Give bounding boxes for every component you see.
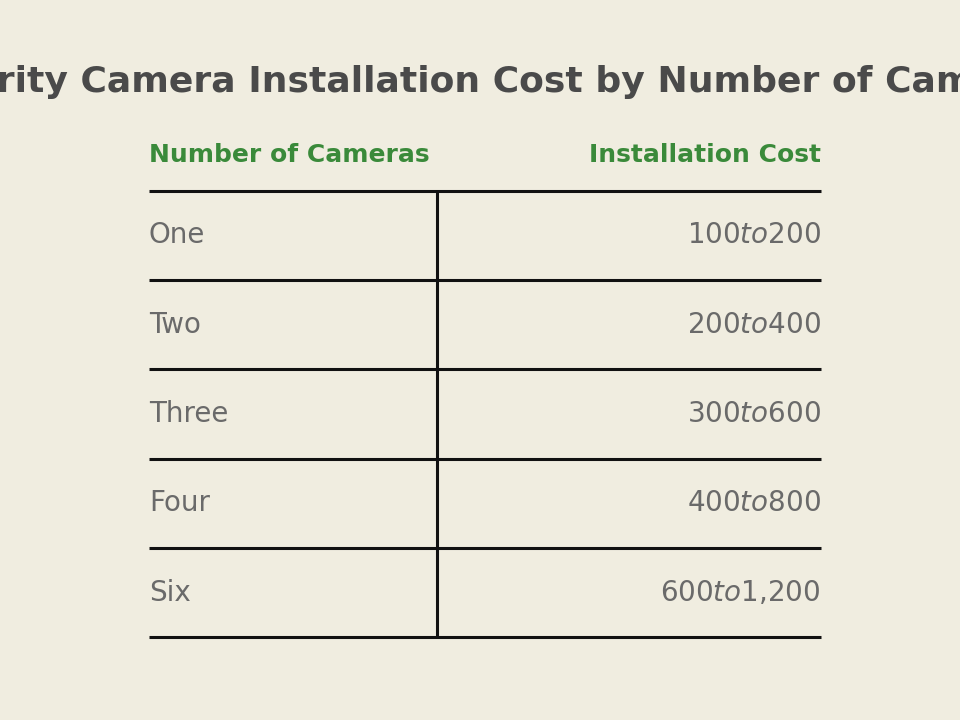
Text: Installation Cost: Installation Cost (588, 143, 821, 167)
Text: $100 to $200: $100 to $200 (686, 222, 821, 249)
Text: Number of Cameras: Number of Cameras (149, 143, 429, 167)
Text: $400 to $800: $400 to $800 (686, 490, 821, 517)
Text: $200 to $400: $200 to $400 (686, 311, 821, 338)
Text: $600 to $1,200: $600 to $1,200 (660, 579, 821, 606)
Text: One: One (149, 222, 205, 249)
Text: Two: Two (149, 311, 201, 338)
Text: $300 to $600: $300 to $600 (686, 400, 821, 428)
Text: Security Camera Installation Cost by Number of Cameras: Security Camera Installation Cost by Num… (0, 65, 960, 99)
Text: Six: Six (149, 579, 190, 606)
Text: Four: Four (149, 490, 210, 517)
Text: Three: Three (149, 400, 228, 428)
